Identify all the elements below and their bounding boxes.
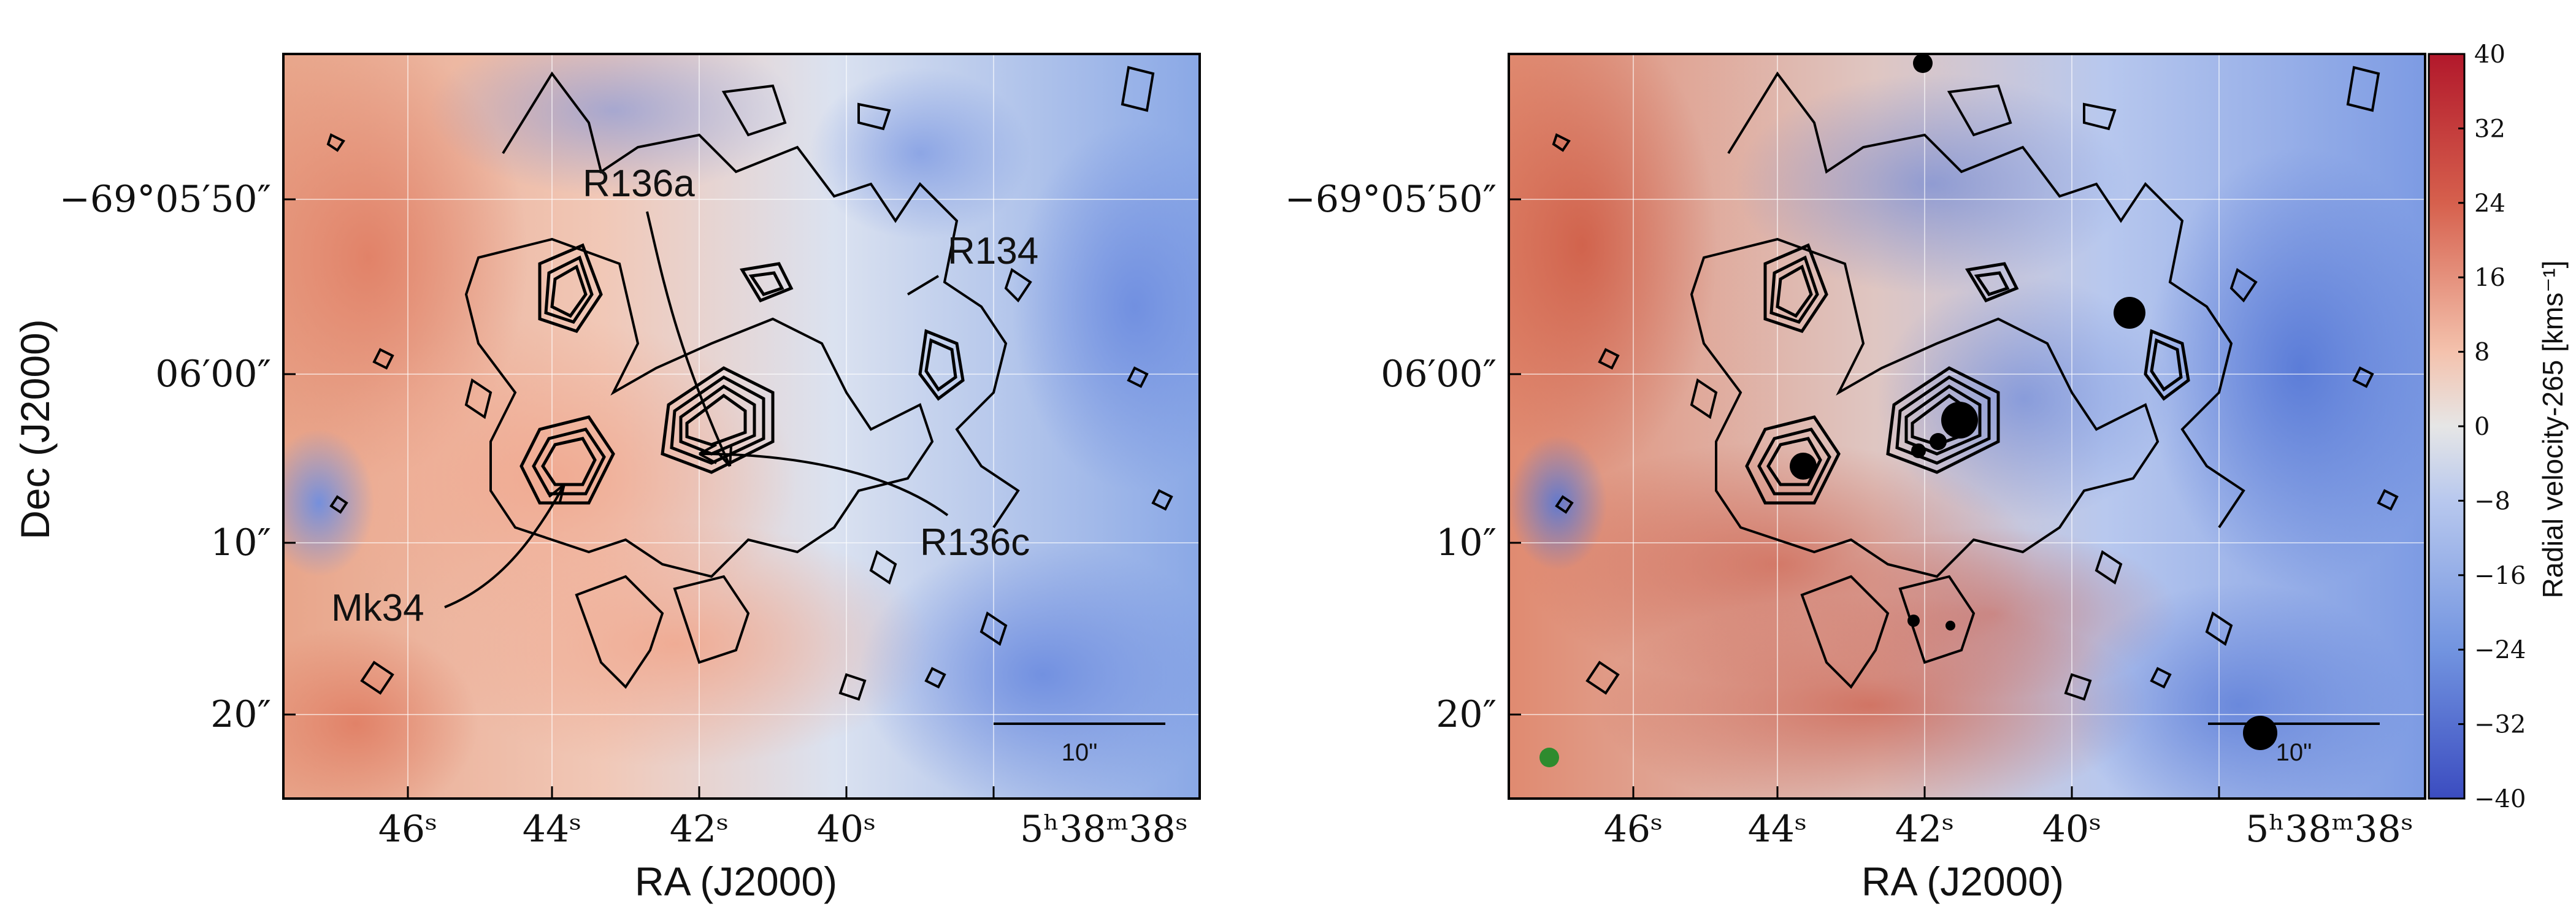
right-scalebar-label: 10" (2276, 739, 2312, 766)
colorbar-tick-label: −8 (2474, 487, 2510, 515)
right-x-tick-44: 44ˢ (1748, 808, 1807, 851)
colorbar-tick-label: −40 (2474, 785, 2526, 813)
colorbar: 40 32 24 16 8 0 −8 −16 −24 −32 −40 Radial velocity… (2428, 40, 2569, 813)
label-r136a: R136a (583, 163, 695, 205)
left-velocity-map: 10" (283, 54, 1200, 799)
right-x-tick-40: 40ˢ (2042, 808, 2102, 851)
colorbar-tick-label: −32 (2474, 711, 2526, 739)
colorbar-tick-label: 32 (2474, 115, 2505, 143)
right-y-tick-0600: 06′00″ (1381, 353, 1497, 396)
left-x-tick-42: 42ˢ (670, 808, 729, 851)
left-scalebar-label: 10" (1062, 739, 1098, 766)
colorbar-tick-label: −24 (2474, 636, 2526, 664)
label-mk34: Mk34 (331, 587, 424, 629)
colorbar-tick-label: 8 (2474, 339, 2490, 367)
right-y-tick-10: 10″ (1436, 521, 1497, 564)
left-tick-marks (283, 198, 995, 799)
left-y-tick-0550: −69°05′50″ (59, 178, 271, 221)
right-x-axis-title: RA (J2000) (1861, 859, 2064, 904)
left-y-tick-0600: 06′00″ (155, 353, 271, 396)
colorbar-tick-label: 0 (2474, 413, 2490, 441)
right-y-tick-20: 20″ (1436, 693, 1497, 736)
left-annotations: R136a R134 Mk34 R136c (331, 163, 1038, 629)
right-y-tick-0550: −69°05′50″ (1285, 178, 1497, 221)
left-x-tick-46: 46ˢ (378, 808, 438, 851)
right-tick-marks (1509, 198, 2220, 799)
left-x-tick-40: 40ˢ (817, 808, 876, 851)
left-panel: 10" R136a R134 Mk34 R136c (12, 53, 1201, 904)
right-green-marker (1539, 748, 1559, 767)
colorbar-ticks: 40 32 24 16 8 0 −8 −16 −24 −32 −40 (2458, 40, 2526, 813)
right-x-tick-46: 46ˢ (1604, 808, 1663, 851)
right-x-tick-42: 42ˢ (1895, 808, 1955, 851)
colorbar-tick-label: −16 (2474, 562, 2526, 590)
colorbar-tick-label: 24 (2474, 190, 2505, 218)
colorbar-tick-label: 16 (2474, 264, 2505, 292)
left-x-tick-38: 5ʰ38ᵐ38ˢ (1020, 808, 1188, 851)
label-r134: R134 (948, 230, 1038, 272)
colorbar-title: Radial velocity-265 [kms⁻¹] (2537, 261, 2569, 599)
left-x-axis-title: RA (J2000) (635, 859, 837, 904)
right-x-tick-38: 5ʰ38ᵐ38ˢ (2245, 808, 2413, 851)
left-x-tick-44: 44ˢ (523, 808, 582, 851)
label-r136c: R136c (920, 521, 1030, 564)
left-y-axis-title: Dec (J2000) (12, 319, 58, 540)
left-y-tick-20: 20″ (210, 693, 271, 736)
right-panel: 10" 46ˢ 44ˢ 42ˢ 40ˢ 5ʰ38ᵐ38ˢ −69°05′50″ … (1285, 53, 2426, 904)
left-y-tick-10: 10″ (210, 521, 271, 564)
right-velocity-map: 10" (1509, 54, 2425, 799)
right-plot-frame (1508, 53, 2426, 800)
left-plot-frame (282, 53, 1201, 800)
colorbar-tick-label: 40 (2474, 40, 2505, 69)
